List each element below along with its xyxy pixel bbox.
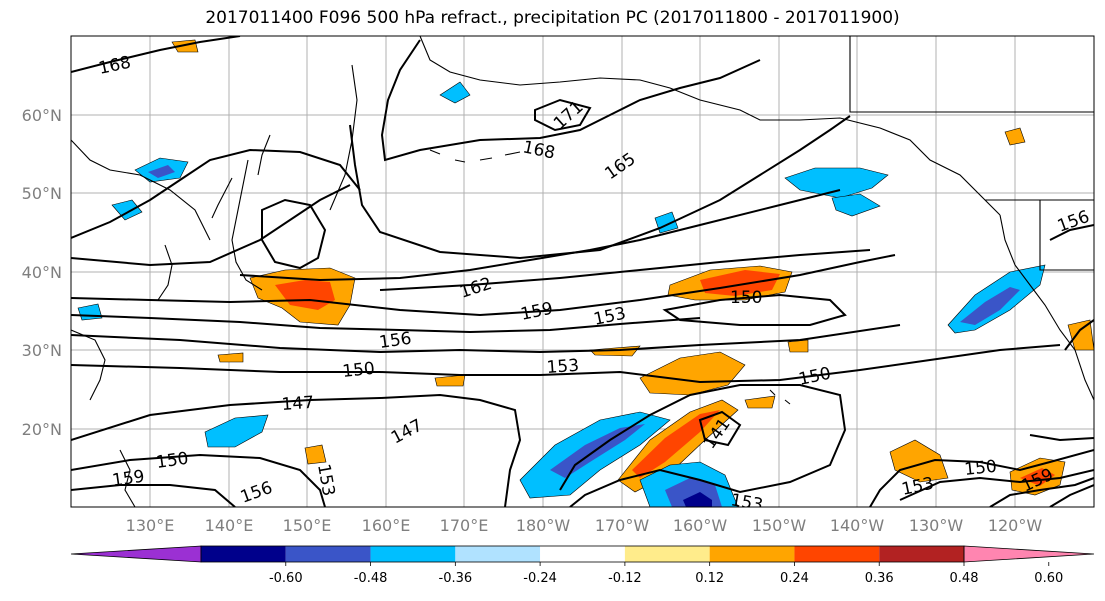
contour-label: 150 [341, 359, 375, 382]
lon-label: 170°W [595, 516, 650, 535]
colorbar-segment [455, 546, 541, 562]
contour-label: 159 [111, 467, 146, 491]
colorbar-tick-label: -0.36 [439, 571, 473, 586]
colorbar-tick-label: -0.60 [269, 571, 303, 586]
lon-label: 180°W [516, 516, 571, 535]
lat-label: 40°N [22, 263, 62, 282]
colorbar-tick-label: 0.36 [865, 571, 894, 586]
colorbar-tick-label: 0.48 [950, 571, 979, 586]
colorbar-tick-label: -0.24 [523, 571, 557, 586]
longitude-labels: 130°E 140°E 150°E 160°E 170°E 180°W 170°… [126, 516, 1043, 535]
lon-label: 160°W [673, 516, 728, 535]
contour-label: 150 [730, 288, 762, 308]
colorbar-tick-label: 0.12 [695, 571, 724, 586]
map-title: 2017011400 F096 500 hPa refract., precip… [205, 8, 900, 28]
colorbar-extend-high [963, 545, 1095, 563]
colorbar-extend-low [70, 545, 202, 563]
contour-label: 150 [963, 457, 997, 480]
contour-label: 156 [378, 329, 413, 353]
colorbar-tick-label: -0.12 [608, 571, 642, 586]
lon-label: 140°W [830, 516, 885, 535]
map-panel: 168 171 168 165 162 159 153 150 156 150 … [71, 36, 1094, 515]
lon-label: 170°E [440, 516, 489, 535]
colorbar-segment [201, 546, 286, 562]
contour-label: 153 [546, 356, 580, 378]
lon-label: 130°W [909, 516, 964, 535]
colorbar-segment [709, 546, 795, 562]
lat-label: 30°N [22, 341, 62, 360]
colorbar-tick-label: 0.60 [1034, 571, 1063, 586]
precip-shading [77, 39, 1094, 507]
lon-label: 150°W [752, 516, 807, 535]
colorbar-segment [794, 546, 880, 562]
lon-label: 150°E [283, 516, 332, 535]
colorbar-segment [624, 546, 710, 562]
lon-label: 130°E [126, 516, 175, 535]
refractivity-contours [71, 36, 1094, 507]
lat-label: 20°N [22, 420, 62, 439]
map-frame [70, 35, 1095, 508]
colorbar-tick-label: 0.24 [780, 571, 809, 586]
colorbar-segment [370, 546, 456, 562]
contour-label: 150 [155, 449, 190, 473]
lat-label: 60°N [22, 106, 62, 125]
colorbar-tick-label: -0.48 [354, 571, 388, 586]
contour-label: 147 [281, 393, 315, 415]
lon-label: 160°E [362, 516, 411, 535]
lon-label: 140°E [205, 516, 254, 535]
contour-label: 153 [729, 490, 764, 515]
lon-label: 120°W [988, 516, 1043, 535]
colorbar-segment [540, 546, 625, 562]
colorbar-segment [285, 546, 371, 562]
lat-label: 50°N [22, 184, 62, 203]
colorbar: -0.60 -0.48 -0.36 -0.24 -0.12 0.12 0.24 0.36 0.4… [70, 545, 1095, 586]
colorbar-outline [200, 545, 965, 563]
coastlines [71, 36, 1094, 507]
colorbar-segment [879, 546, 964, 562]
latitude-labels: 60°N 50°N 40°N 30°N 20°N [22, 106, 62, 439]
